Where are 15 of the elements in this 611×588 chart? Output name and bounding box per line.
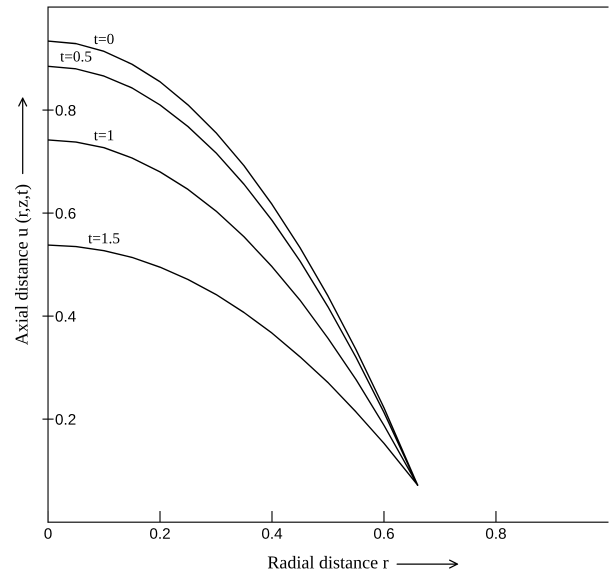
y-axis-title: Axial distance u (r,z,t) <box>14 184 32 346</box>
series-label: t=1 <box>94 130 114 140</box>
x-tick-label: 0 <box>44 528 52 539</box>
series-label: t=0 <box>94 34 114 44</box>
y-tick-label: 0.6 <box>56 208 76 219</box>
x-axis-title: Radial distance r <box>268 556 388 569</box>
x-tick-label: 0.2 <box>150 528 170 539</box>
y-tick-label: 0.2 <box>56 414 76 425</box>
x-tick-label: 0.6 <box>374 528 394 539</box>
x-tick-label: 0.8 <box>486 528 506 539</box>
series-label: t=1.5 <box>88 233 120 244</box>
series-label: t=0.5 <box>60 51 92 62</box>
x-tick-label: 0.4 <box>262 528 282 539</box>
y-tick-label: 0.8 <box>56 104 76 116</box>
y-tick-label: 0.4 <box>56 310 76 322</box>
